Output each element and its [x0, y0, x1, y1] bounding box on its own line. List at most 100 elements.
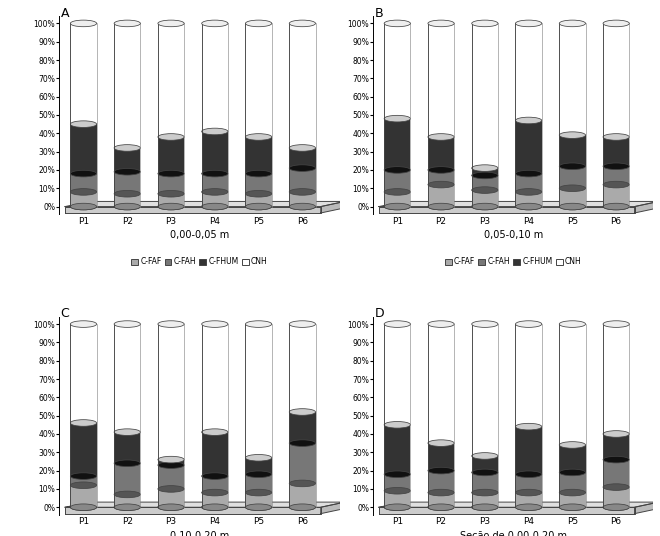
Ellipse shape: [289, 145, 315, 151]
Ellipse shape: [559, 504, 585, 510]
Ellipse shape: [559, 185, 585, 191]
Ellipse shape: [202, 128, 228, 135]
Ellipse shape: [246, 190, 272, 197]
Polygon shape: [559, 135, 585, 166]
Polygon shape: [246, 474, 272, 493]
Ellipse shape: [158, 203, 184, 210]
Ellipse shape: [246, 455, 272, 461]
Ellipse shape: [603, 504, 630, 510]
Ellipse shape: [246, 504, 272, 510]
Ellipse shape: [472, 469, 498, 476]
Polygon shape: [202, 493, 228, 507]
Polygon shape: [472, 24, 498, 168]
Ellipse shape: [114, 190, 141, 197]
Ellipse shape: [246, 203, 272, 210]
Ellipse shape: [384, 20, 411, 27]
Polygon shape: [114, 463, 141, 494]
Ellipse shape: [384, 504, 411, 510]
Polygon shape: [71, 192, 96, 206]
Polygon shape: [515, 324, 542, 427]
Polygon shape: [246, 493, 272, 507]
Ellipse shape: [114, 168, 141, 175]
Polygon shape: [559, 472, 585, 493]
Polygon shape: [515, 474, 542, 493]
Polygon shape: [472, 190, 498, 206]
Ellipse shape: [114, 460, 141, 466]
Polygon shape: [246, 458, 272, 474]
Text: C: C: [61, 308, 69, 321]
Ellipse shape: [603, 133, 630, 140]
Ellipse shape: [289, 504, 315, 510]
Ellipse shape: [114, 429, 141, 435]
Ellipse shape: [428, 203, 454, 210]
Polygon shape: [603, 137, 630, 166]
Ellipse shape: [158, 20, 184, 27]
Ellipse shape: [472, 504, 498, 510]
Polygon shape: [515, 427, 542, 474]
Ellipse shape: [472, 321, 498, 327]
Ellipse shape: [472, 165, 498, 172]
Polygon shape: [114, 494, 141, 507]
Ellipse shape: [246, 170, 272, 177]
Polygon shape: [384, 118, 411, 170]
Polygon shape: [515, 24, 542, 121]
Polygon shape: [472, 324, 498, 456]
Polygon shape: [384, 324, 411, 425]
Ellipse shape: [289, 440, 315, 446]
Ellipse shape: [246, 203, 272, 210]
Ellipse shape: [202, 170, 228, 177]
Ellipse shape: [603, 430, 630, 437]
Ellipse shape: [603, 203, 630, 210]
Polygon shape: [246, 24, 272, 137]
Polygon shape: [559, 24, 585, 135]
Ellipse shape: [202, 189, 228, 195]
Ellipse shape: [515, 170, 542, 177]
Ellipse shape: [603, 484, 630, 490]
Polygon shape: [71, 124, 96, 174]
Ellipse shape: [114, 504, 141, 510]
X-axis label: Seção de 0,00-0,20 m: Seção de 0,00-0,20 m: [460, 531, 567, 536]
Polygon shape: [472, 493, 498, 507]
Ellipse shape: [428, 440, 454, 446]
Ellipse shape: [515, 20, 542, 27]
Ellipse shape: [202, 321, 228, 327]
Polygon shape: [289, 412, 315, 443]
Ellipse shape: [472, 203, 498, 210]
Polygon shape: [379, 206, 634, 213]
Ellipse shape: [472, 20, 498, 27]
Ellipse shape: [246, 133, 272, 140]
Polygon shape: [114, 193, 141, 206]
Ellipse shape: [71, 482, 96, 488]
Polygon shape: [603, 184, 630, 206]
Polygon shape: [246, 324, 272, 458]
Ellipse shape: [71, 189, 96, 195]
Ellipse shape: [384, 115, 411, 122]
Ellipse shape: [158, 133, 184, 140]
Polygon shape: [158, 193, 184, 206]
Ellipse shape: [384, 167, 411, 173]
Ellipse shape: [71, 121, 96, 128]
Polygon shape: [114, 24, 141, 148]
Polygon shape: [428, 184, 454, 206]
Ellipse shape: [71, 203, 96, 210]
Ellipse shape: [289, 203, 315, 210]
Ellipse shape: [114, 203, 141, 210]
Ellipse shape: [158, 504, 184, 510]
X-axis label: 0,05-0,10 m: 0,05-0,10 m: [484, 230, 543, 240]
Ellipse shape: [158, 203, 184, 210]
Polygon shape: [158, 324, 184, 459]
Polygon shape: [515, 121, 542, 174]
X-axis label: 0,10-0,20 m: 0,10-0,20 m: [170, 531, 229, 536]
Polygon shape: [634, 502, 659, 513]
Polygon shape: [202, 131, 228, 174]
Ellipse shape: [603, 321, 630, 327]
Legend: C-FAF, C-FAH, C-FHUM, CNH: C-FAF, C-FAH, C-FHUM, CNH: [442, 254, 585, 270]
Ellipse shape: [384, 504, 411, 510]
Ellipse shape: [289, 165, 315, 172]
Ellipse shape: [384, 321, 411, 327]
Ellipse shape: [384, 203, 411, 210]
Ellipse shape: [71, 170, 96, 177]
Polygon shape: [71, 324, 96, 423]
Ellipse shape: [515, 203, 542, 210]
Ellipse shape: [515, 504, 542, 510]
